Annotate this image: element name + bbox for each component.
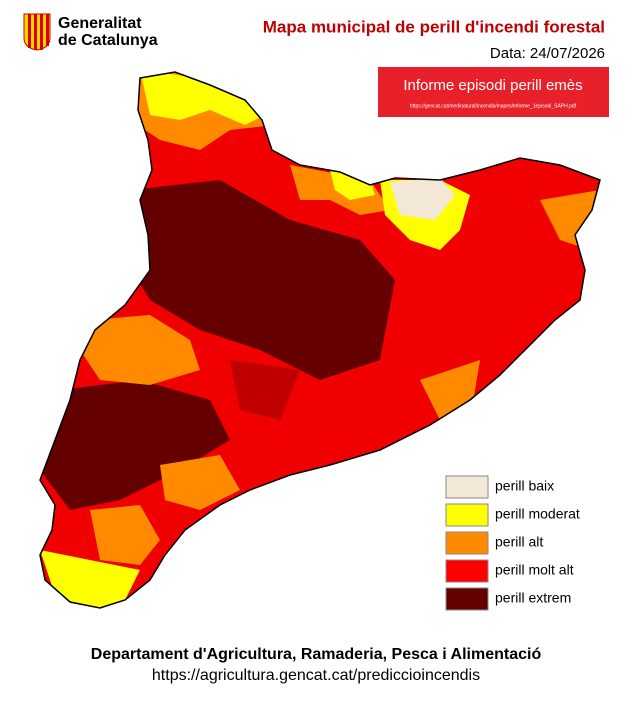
logo-text: de Catalunya — [58, 32, 158, 49]
legend-swatch — [445, 503, 489, 527]
map-outline — [39, 71, 601, 609]
legend-swatch — [445, 587, 489, 611]
legend-label: perill extrem — [495, 590, 571, 606]
legend-label: perill alt — [495, 534, 543, 550]
footer-url[interactable]: https://agricultura.gencat.cat/prediccio… — [152, 667, 480, 684]
legend: perill baix perill moderat perill alt peril… — [445, 475, 580, 611]
banner-text[interactable]: Informe episodi perill emès — [403, 77, 582, 94]
legend-swatch — [445, 475, 489, 499]
legend-label: perill moderat — [495, 506, 580, 522]
banner-link[interactable]: https://gencat.cat/medinatural/incendis/… — [410, 103, 577, 109]
date: Data: 24/07/2026 — [490, 45, 605, 62]
legend-label: perill baix — [495, 478, 554, 494]
legend-label: perill molt alt — [495, 562, 574, 578]
footer-department: Departament d'Agricultura, Ramaderia, Pe… — [91, 646, 542, 663]
title: Mapa municipal de perill d'incendi fores… — [263, 17, 605, 36]
banner[interactable] — [378, 67, 609, 117]
legend-swatch — [445, 559, 489, 583]
legend-swatch — [445, 531, 489, 555]
logo — [23, 13, 51, 51]
logo-text: Generalitat — [58, 15, 142, 32]
